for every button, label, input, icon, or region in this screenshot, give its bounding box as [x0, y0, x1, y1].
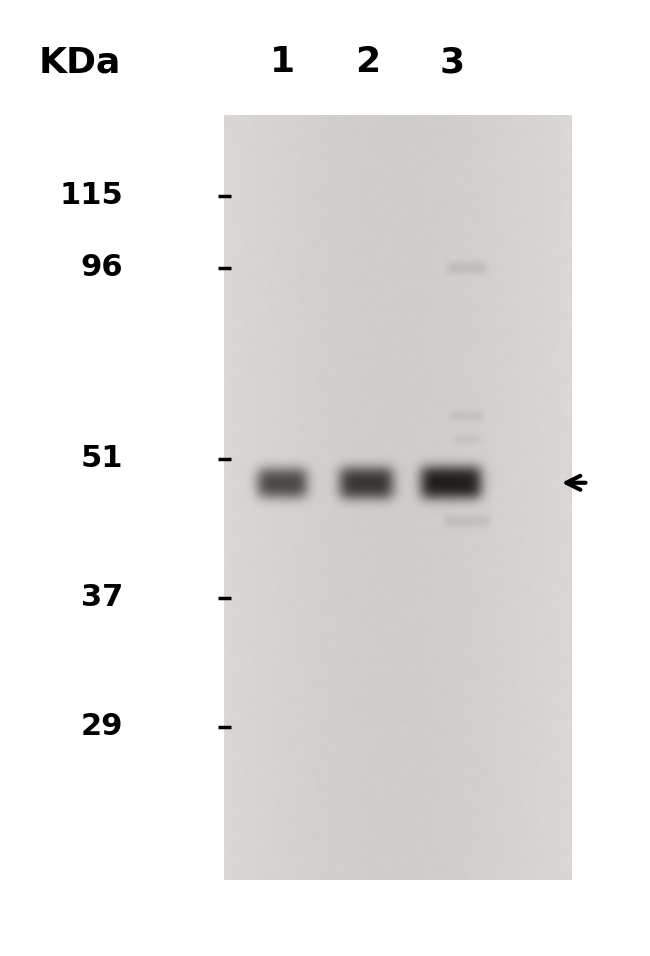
Text: 37: 37: [81, 583, 124, 612]
Text: 1: 1: [270, 45, 295, 79]
Text: 29: 29: [81, 712, 124, 741]
Text: 3: 3: [439, 45, 464, 79]
Text: 2: 2: [355, 45, 380, 79]
Text: 115: 115: [60, 182, 124, 210]
Text: 96: 96: [81, 253, 124, 282]
Text: 51: 51: [81, 445, 124, 473]
Text: KDa: KDa: [39, 45, 122, 79]
